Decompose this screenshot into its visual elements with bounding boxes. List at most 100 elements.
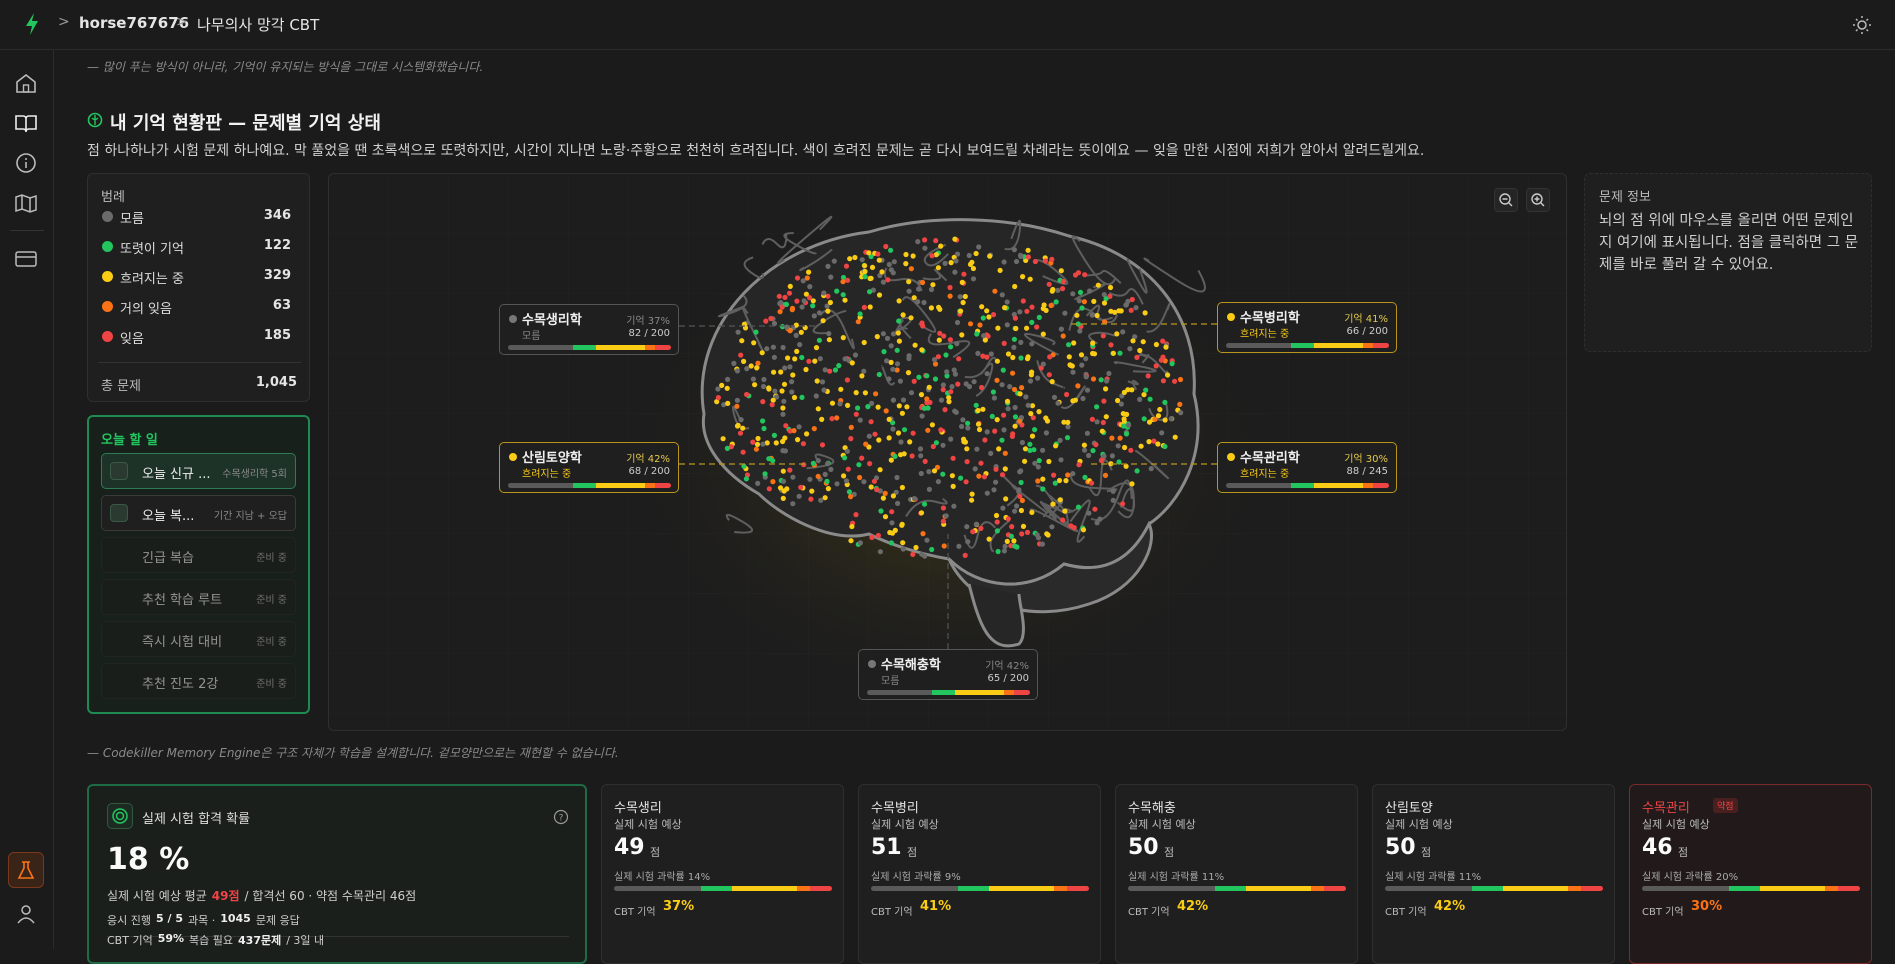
todo-item[interactable]: 오늘 신규 ... 수목생리학 5회 (101, 453, 296, 489)
question-dot[interactable] (1001, 412, 1007, 418)
question-dot[interactable] (826, 331, 832, 337)
question-dot[interactable] (1108, 342, 1114, 348)
question-dot[interactable] (956, 543, 962, 549)
question-dot[interactable] (972, 466, 978, 472)
question-dot[interactable] (992, 288, 998, 294)
question-dot[interactable] (719, 382, 725, 388)
question-dot[interactable] (1027, 441, 1033, 447)
question-dot[interactable] (976, 426, 983, 433)
question-dot[interactable] (837, 401, 843, 407)
question-dot[interactable] (956, 356, 962, 362)
question-dot[interactable] (852, 352, 859, 358)
question-dot[interactable] (1017, 309, 1023, 315)
question-dot[interactable] (1017, 418, 1023, 424)
question-dot[interactable] (849, 523, 855, 530)
question-dot[interactable] (810, 298, 816, 304)
question-dot[interactable] (853, 512, 859, 518)
question-dot[interactable] (863, 441, 869, 447)
question-dot[interactable] (896, 403, 902, 409)
question-dot[interactable] (1178, 410, 1184, 416)
question-dot[interactable] (881, 349, 887, 355)
question-dot[interactable] (780, 478, 787, 484)
question-dot[interactable] (890, 366, 896, 372)
question-dot[interactable] (918, 453, 924, 459)
question-dot[interactable] (748, 363, 754, 369)
question-dot[interactable] (862, 268, 868, 275)
question-dot[interactable] (949, 473, 956, 479)
question-dot[interactable] (1018, 355, 1024, 361)
question-dot[interactable] (1151, 438, 1157, 444)
question-dot[interactable] (1031, 447, 1037, 453)
question-dot[interactable] (784, 324, 790, 330)
question-dot[interactable] (1079, 362, 1085, 368)
question-dot[interactable] (889, 530, 896, 536)
question-dot[interactable] (1049, 524, 1055, 530)
question-dot[interactable] (787, 467, 793, 473)
question-dot[interactable] (862, 390, 869, 396)
question-dot[interactable] (734, 403, 740, 409)
question-dot[interactable] (809, 488, 815, 494)
question-dot[interactable] (822, 471, 828, 477)
question-dot[interactable] (1117, 350, 1123, 356)
question-dot[interactable] (780, 468, 786, 474)
question-dot[interactable] (724, 385, 730, 391)
question-dot[interactable] (724, 445, 730, 451)
question-dot[interactable] (1099, 428, 1105, 434)
question-dot[interactable] (876, 437, 882, 443)
question-dot[interactable] (819, 442, 826, 448)
question-dot[interactable] (1083, 356, 1089, 362)
question-dot[interactable] (829, 400, 836, 406)
question-dot[interactable] (969, 259, 975, 265)
question-dot[interactable] (842, 356, 848, 362)
question-dot[interactable] (743, 476, 749, 482)
question-dot[interactable] (1100, 333, 1106, 339)
question-dot[interactable] (876, 292, 883, 298)
question-dot[interactable] (935, 479, 942, 485)
question-dot[interactable] (886, 416, 892, 422)
question-dot[interactable] (1018, 479, 1024, 486)
question-dot[interactable] (861, 304, 868, 310)
question-dot[interactable] (825, 308, 831, 314)
question-dot[interactable] (753, 446, 759, 452)
question-dot[interactable] (1004, 299, 1010, 305)
question-dot[interactable] (1112, 309, 1118, 315)
question-dot[interactable] (940, 382, 947, 388)
question-dot[interactable] (1029, 304, 1035, 310)
question-dot[interactable] (951, 503, 957, 509)
question-dot[interactable] (773, 440, 779, 446)
question-dot[interactable] (740, 449, 746, 455)
question-dot[interactable] (880, 279, 887, 285)
question-dot[interactable] (903, 251, 909, 258)
question-dot[interactable] (959, 279, 965, 285)
question-dot[interactable] (1140, 339, 1146, 345)
question-dot[interactable] (933, 440, 940, 446)
question-dot[interactable] (886, 435, 892, 441)
question-dot[interactable] (1011, 386, 1018, 393)
question-dot[interactable] (789, 389, 795, 395)
question-dot[interactable] (987, 253, 993, 259)
question-dot[interactable] (925, 405, 931, 411)
question-dot[interactable] (880, 331, 887, 337)
question-dot[interactable] (943, 352, 949, 358)
question-dot[interactable] (813, 393, 819, 399)
question-dot[interactable] (884, 335, 891, 341)
question-dot[interactable] (878, 508, 884, 514)
question-dot[interactable] (787, 328, 793, 334)
question-dot[interactable] (737, 430, 744, 436)
question-dot[interactable] (1100, 419, 1106, 426)
question-dot[interactable] (1036, 409, 1042, 415)
question-dot[interactable] (750, 439, 756, 445)
question-dot[interactable] (779, 304, 785, 310)
question-dot[interactable] (950, 483, 956, 489)
question-dot[interactable] (888, 343, 894, 349)
question-dot[interactable] (962, 293, 968, 300)
question-dot[interactable] (821, 387, 827, 393)
question-dot[interactable] (780, 344, 786, 351)
question-dot[interactable] (759, 350, 765, 356)
question-dot[interactable] (771, 320, 778, 327)
question-dot[interactable] (1058, 457, 1064, 463)
question-dot[interactable] (897, 378, 904, 384)
app-title[interactable]: 나무의사 망각 CBT (197, 16, 320, 34)
question-dot[interactable] (866, 250, 872, 256)
question-dot[interactable] (760, 418, 766, 424)
